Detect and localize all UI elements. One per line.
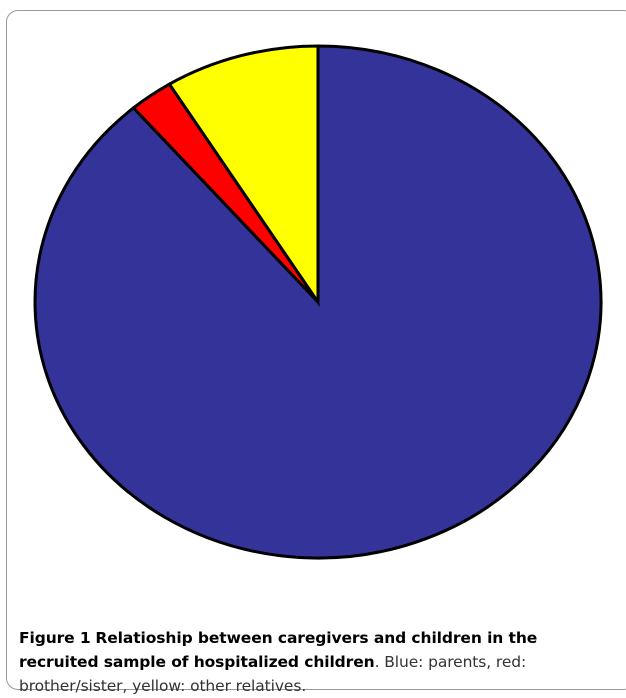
pie-chart [33,44,603,560]
pie-slice-other-relatives [167,44,320,307]
figure-label: Figure 1 [19,629,91,647]
pie-slices [33,44,603,560]
figure-title: Relatioship between caregivers and child… [19,629,538,671]
figure-caption: Figure 1 Relatioship between caregivers … [19,626,619,698]
